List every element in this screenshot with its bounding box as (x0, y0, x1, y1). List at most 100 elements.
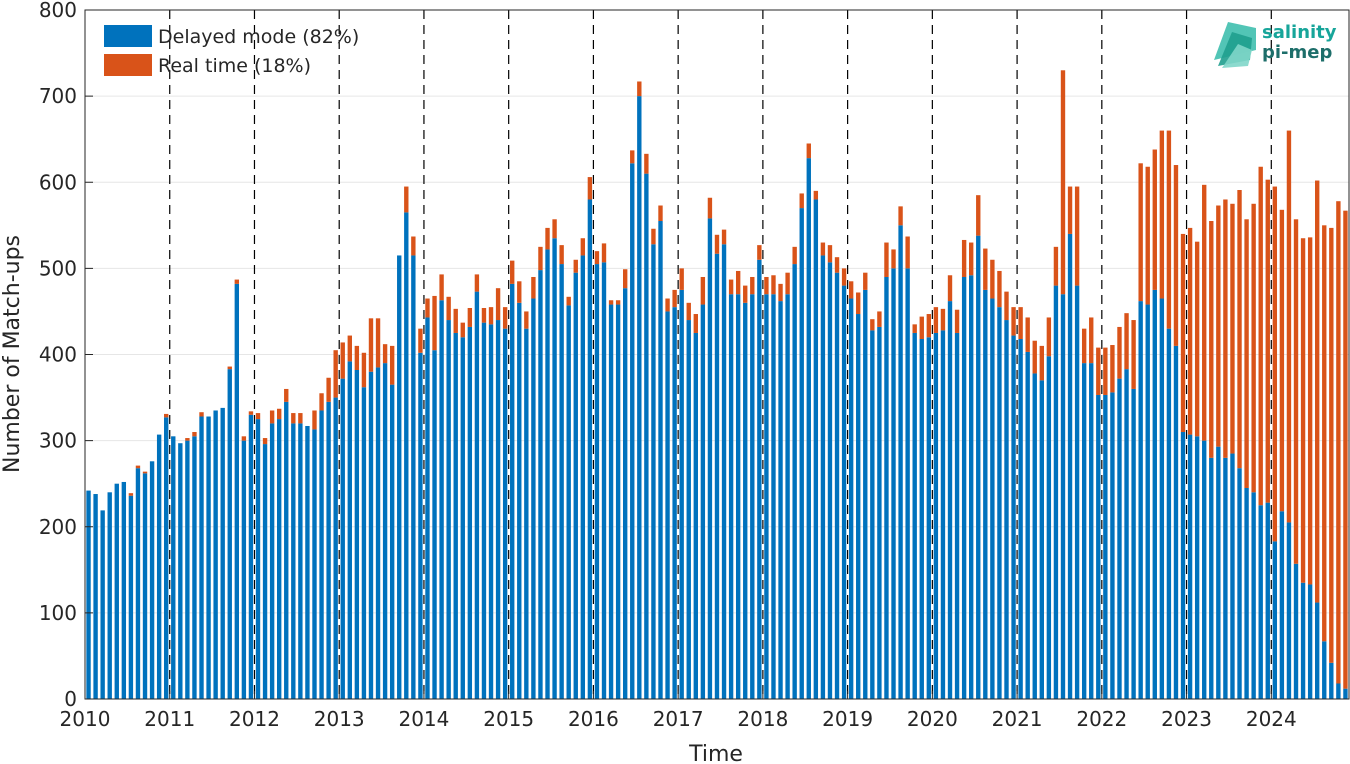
wave-logo-icon (1214, 22, 1256, 68)
bar-realtime (503, 307, 507, 329)
bar-realtime (1216, 206, 1220, 447)
y-tick-label: 300 (39, 429, 77, 453)
bar-delayed (997, 307, 1001, 699)
bar-realtime (687, 303, 691, 320)
x-tick-label: 2013 (314, 707, 365, 731)
bar-realtime (602, 243, 606, 262)
bar-delayed (263, 444, 267, 699)
bar-delayed (941, 330, 945, 699)
bar-realtime (990, 260, 994, 299)
bar-delayed (213, 410, 217, 699)
bar-delayed (800, 208, 804, 699)
bar-realtime (581, 238, 585, 255)
bar-delayed (1294, 564, 1298, 699)
bar-delayed (729, 294, 733, 699)
bar-realtime (792, 247, 796, 264)
bar-realtime (800, 193, 804, 208)
x-axis-title: Time (688, 742, 743, 764)
bar-realtime (976, 195, 980, 235)
bar-realtime (856, 292, 860, 314)
bar-delayed (1273, 541, 1277, 699)
bar-realtime (1025, 317, 1029, 351)
bar-delayed (446, 320, 450, 699)
bar-realtime (355, 346, 359, 370)
bar-delayed (1209, 458, 1213, 699)
bar-delayed (1018, 339, 1022, 699)
bar-delayed (602, 262, 606, 699)
bar-realtime (1160, 131, 1164, 299)
bar-realtime (559, 245, 563, 264)
bar-delayed (192, 436, 196, 699)
bar-realtime (1188, 228, 1192, 435)
bar-realtime (242, 436, 246, 440)
bar-delayed (93, 494, 97, 699)
bar-realtime (411, 237, 415, 256)
bar-delayed (355, 370, 359, 699)
bar-realtime (1329, 228, 1333, 663)
bar-realtime (1096, 348, 1100, 395)
x-tick-label: 2016 (568, 707, 619, 731)
bar-delayed (1167, 329, 1171, 699)
bar-realtime (1075, 187, 1079, 286)
x-tick-label: 2011 (144, 707, 195, 731)
bar-realtime (778, 284, 782, 301)
bar-realtime (1209, 221, 1213, 458)
bar-delayed (277, 419, 281, 699)
legend-swatch-realtime (104, 54, 152, 76)
bar-realtime (574, 260, 578, 273)
bar-delayed (1089, 363, 1093, 699)
bar-delayed (891, 268, 895, 699)
bar-realtime (835, 257, 839, 273)
bar-realtime (1266, 180, 1270, 503)
bar-delayed (821, 255, 825, 699)
bar-delayed (877, 327, 881, 699)
bar-delayed (333, 398, 337, 699)
bar-delayed (1251, 492, 1255, 699)
bar-delayed (757, 260, 761, 699)
bar-realtime (1146, 167, 1150, 305)
bar-realtime (595, 251, 599, 264)
bar-delayed (143, 473, 147, 699)
bar-realtime (496, 288, 500, 320)
salinity-pi-mep-logo: salinity pi-mep (1214, 22, 1337, 68)
bar-realtime (291, 413, 295, 423)
x-tick-label: 2015 (483, 707, 534, 731)
bar-delayed (905, 268, 909, 699)
bar-realtime (404, 187, 408, 213)
logo-line-2: pi-mep (1262, 42, 1332, 63)
bar-realtime (821, 243, 825, 256)
bar-realtime (1237, 190, 1241, 468)
bar-realtime (863, 273, 867, 290)
bar-delayed (1223, 458, 1227, 699)
bar-delayed (129, 496, 133, 699)
bar-delayed (157, 435, 161, 699)
bar-realtime (785, 273, 789, 295)
bar-delayed (1195, 436, 1199, 699)
bar-delayed (1096, 395, 1100, 699)
bar-delayed (1011, 336, 1015, 699)
bar-realtime (814, 191, 818, 200)
bar-realtime (948, 275, 952, 301)
bar-delayed (743, 303, 747, 699)
bar-realtime (489, 307, 493, 324)
bar-realtime (588, 177, 592, 199)
bar-realtime (468, 308, 472, 327)
bar-delayed (383, 363, 387, 699)
bar-realtime (531, 277, 535, 299)
bar-delayed (199, 417, 203, 699)
bar-realtime (630, 150, 634, 163)
bar-realtime (1343, 211, 1347, 689)
bar-delayed (86, 491, 90, 699)
bar-realtime (679, 268, 683, 290)
bar-delayed (665, 311, 669, 699)
bar-delayed (425, 317, 429, 699)
bar-delayed (270, 423, 274, 699)
bar-delayed (1040, 380, 1044, 699)
bar-delayed (771, 294, 775, 699)
bar-delayed (595, 264, 599, 699)
bar-delayed (870, 330, 874, 699)
bar-realtime (934, 307, 938, 333)
bar-delayed (475, 292, 479, 699)
bar-delayed (863, 290, 867, 699)
bar-delayed (792, 264, 796, 699)
